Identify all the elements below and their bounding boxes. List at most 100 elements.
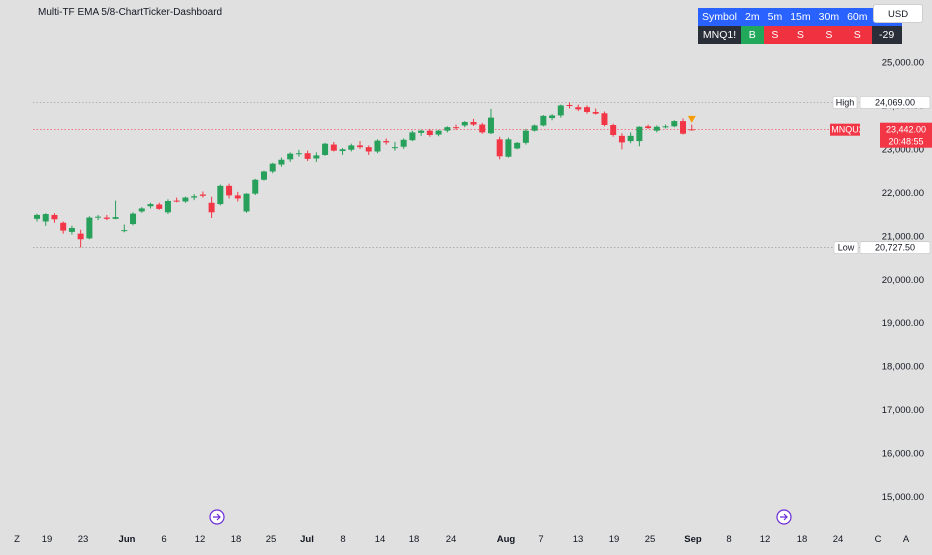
candle bbox=[671, 120, 678, 128]
low-value-badge-text: 20,727.50 bbox=[875, 242, 915, 252]
candle-body bbox=[583, 107, 590, 112]
candle bbox=[304, 150, 311, 162]
low-value-badge: 20,727.50 bbox=[859, 241, 931, 254]
candle-body bbox=[348, 145, 355, 150]
candle bbox=[191, 194, 198, 201]
candle bbox=[164, 199, 171, 215]
candle bbox=[252, 178, 259, 195]
candle-body bbox=[636, 126, 643, 142]
price-axis-scale[interactable]: 25,000.0024,000.0023,000.0022,000.0021,0… bbox=[859, 0, 932, 528]
time-tick-label: 23 bbox=[78, 534, 89, 545]
dashboard-header-5m: 5m bbox=[763, 8, 787, 26]
candle-body bbox=[86, 217, 93, 239]
candlestick-chart[interactable]: High Low MNQU2025 bbox=[0, 0, 880, 528]
dashboard-header-2m: 2m bbox=[741, 8, 764, 26]
candle-body bbox=[435, 130, 442, 135]
candle-body bbox=[610, 125, 617, 135]
candle-body bbox=[618, 135, 625, 143]
countdown-text: 20:48:55 bbox=[888, 137, 923, 147]
current-symbol-text: MNQU2025 bbox=[831, 125, 860, 135]
time-axis-scale[interactable]: Z 19 23 Jun 6 12 18 25 Jul 8 14 18 24 Aug 7 13 19 25 Sep 8 1… bbox=[0, 528, 932, 550]
current-symbol-badge: MNQU2025 bbox=[830, 123, 880, 136]
price-axis[interactable]: 25,000.0024,000.0023,000.0022,000.0021,0… bbox=[859, 0, 932, 528]
candle-body bbox=[575, 107, 582, 110]
candle bbox=[575, 104, 582, 112]
time-tick-label: Jun bbox=[119, 534, 136, 545]
candle bbox=[374, 139, 381, 154]
signal-dashboard: Symbol 2m 5m 15m 30m 60m Total MNQ1! B S… bbox=[698, 8, 902, 44]
candle bbox=[566, 102, 573, 109]
scroll-to-date-icon[interactable] bbox=[776, 509, 792, 525]
candle-body bbox=[487, 117, 494, 134]
candle bbox=[461, 121, 468, 128]
current-price-badge: 23,442.00 20:48:55 bbox=[880, 122, 932, 148]
candle-body bbox=[147, 204, 154, 207]
candle-body bbox=[522, 130, 529, 143]
time-tick-label: 14 bbox=[375, 534, 386, 545]
time-tick-label: 8 bbox=[340, 534, 345, 545]
scroll-to-date-icon[interactable] bbox=[209, 509, 225, 525]
currency-button[interactable]: USD bbox=[873, 4, 923, 23]
time-tick-label: 6 bbox=[161, 534, 166, 545]
candle-body bbox=[226, 185, 233, 196]
candle bbox=[645, 124, 652, 129]
time-tick-label: 7 bbox=[538, 534, 543, 545]
indicator-title[interactable]: Multi-TF EMA 5/8-ChartTicker-Dashboard bbox=[38, 7, 223, 18]
high-value-badge-text: 24,069.00 bbox=[875, 97, 915, 107]
candle-body bbox=[418, 130, 425, 133]
candle-body bbox=[557, 105, 564, 116]
low-label-badge-text: Low bbox=[838, 242, 855, 252]
high-label-badge-text: High bbox=[836, 97, 855, 107]
candle bbox=[453, 124, 460, 130]
time-tick-label: 18 bbox=[409, 534, 420, 545]
candle-body bbox=[103, 217, 110, 219]
price-tick-label: 25,000.00 bbox=[882, 58, 924, 69]
candle-body bbox=[662, 126, 669, 128]
candle bbox=[86, 216, 93, 240]
candle bbox=[121, 224, 128, 233]
candle-body bbox=[374, 140, 381, 152]
candle bbox=[435, 129, 442, 137]
candle-body bbox=[444, 127, 451, 131]
time-axis[interactable]: Z 19 23 Jun 6 12 18 25 Jul 8 14 18 24 Aug 7 13 19 25 Sep 8 1… bbox=[0, 528, 932, 550]
price-tick-label: 18,000.00 bbox=[882, 362, 924, 373]
candle-body bbox=[295, 153, 302, 155]
time-tick-label: Jul bbox=[300, 534, 314, 545]
candle-body bbox=[191, 196, 198, 198]
candle bbox=[636, 126, 643, 147]
candle-body bbox=[426, 130, 433, 135]
candle-body bbox=[592, 111, 599, 114]
chart-area[interactable]: High Low MNQU2025 bbox=[0, 0, 880, 528]
candle bbox=[68, 225, 75, 235]
candle bbox=[592, 108, 599, 115]
candle-body bbox=[671, 121, 678, 127]
candle-body bbox=[496, 139, 503, 157]
candle-body bbox=[653, 126, 660, 131]
dashboard-signal-30m: S bbox=[814, 26, 844, 44]
candle bbox=[662, 124, 669, 129]
candle bbox=[610, 123, 617, 137]
candle bbox=[383, 138, 390, 145]
candle bbox=[182, 196, 189, 203]
candle-body bbox=[278, 159, 285, 165]
candle-body bbox=[540, 115, 547, 126]
candle bbox=[173, 197, 180, 203]
candle bbox=[77, 229, 84, 248]
time-tick-label: 12 bbox=[760, 534, 771, 545]
candle bbox=[330, 141, 337, 152]
candle bbox=[295, 149, 302, 157]
price-tick-label: 19,000.00 bbox=[882, 318, 924, 329]
candle-body bbox=[453, 127, 460, 129]
candle-body bbox=[243, 193, 250, 212]
candle bbox=[400, 138, 407, 149]
candle-body bbox=[60, 222, 67, 231]
dashboard-total: -29 bbox=[871, 26, 902, 44]
time-tick-label: C bbox=[875, 534, 882, 545]
candle-body bbox=[112, 217, 119, 219]
candle bbox=[208, 196, 215, 218]
time-tick-label: A bbox=[903, 534, 910, 545]
candle bbox=[60, 221, 67, 234]
candle bbox=[287, 152, 294, 162]
dashboard-header-30m: 30m bbox=[814, 8, 844, 26]
dashboard-header-symbol: Symbol bbox=[698, 8, 742, 26]
